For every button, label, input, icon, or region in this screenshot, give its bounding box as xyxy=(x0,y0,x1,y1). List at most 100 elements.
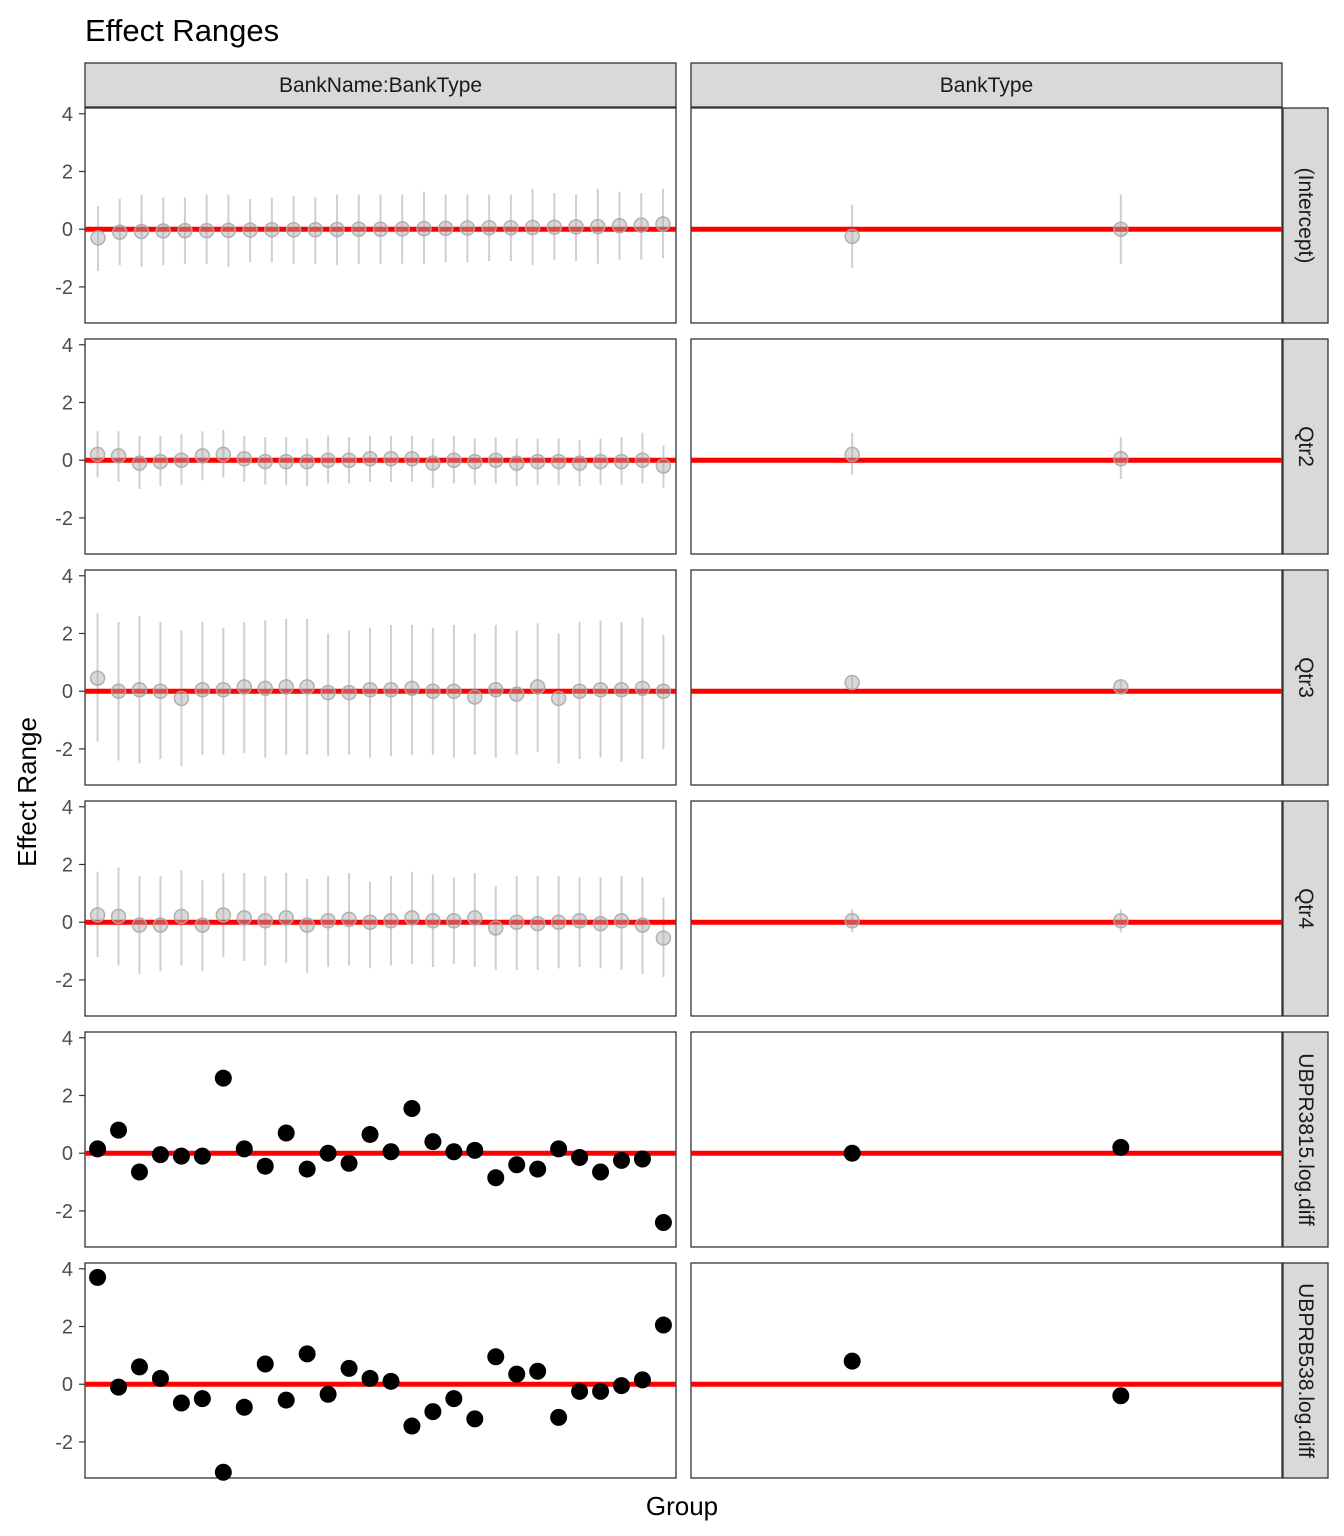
data-point xyxy=(215,682,232,698)
row-strip-intercept xyxy=(1282,107,1329,324)
data-point xyxy=(403,1417,421,1435)
data-point xyxy=(394,221,410,237)
data-point xyxy=(172,1394,190,1412)
data-point xyxy=(151,1369,169,1387)
data-point xyxy=(404,451,420,467)
data-point xyxy=(340,1359,358,1377)
data-point xyxy=(550,1140,568,1158)
data-point xyxy=(285,222,302,238)
data-point xyxy=(320,913,336,929)
data-point xyxy=(152,453,169,470)
data-point xyxy=(844,446,860,463)
panel-bankname-banktype-intercept xyxy=(84,107,677,324)
data-point xyxy=(446,913,462,929)
data-point xyxy=(503,220,519,236)
data-point xyxy=(277,1391,295,1409)
data-point xyxy=(416,220,432,237)
data-point xyxy=(256,1157,274,1175)
panel-frame xyxy=(690,1262,1283,1479)
row-strip-qtr2 xyxy=(1282,338,1329,555)
y-tick-label: 2 xyxy=(62,392,73,414)
column-strip-label: BankName:BankType xyxy=(279,74,482,97)
data-point xyxy=(110,908,127,925)
data-point xyxy=(362,682,378,698)
panel-frame xyxy=(690,107,1283,324)
data-point xyxy=(89,670,106,686)
panel-frame xyxy=(84,338,677,555)
panel-bankname-banktype-qtr4 xyxy=(84,800,677,1017)
data-point xyxy=(341,684,357,701)
data-point xyxy=(1113,679,1129,695)
data-point xyxy=(655,458,672,474)
data-point xyxy=(173,452,190,468)
y-tick-label: 4 xyxy=(62,797,73,819)
panel-frame xyxy=(84,1031,677,1248)
data-point xyxy=(529,453,546,470)
data-point xyxy=(130,1163,148,1181)
data-point xyxy=(1112,1138,1130,1156)
data-point xyxy=(529,1160,547,1178)
data-point xyxy=(89,1268,107,1286)
data-point xyxy=(445,1143,463,1161)
data-point xyxy=(571,1149,589,1167)
data-point xyxy=(633,217,649,233)
y-tick-label: 2 xyxy=(62,1316,73,1338)
data-point xyxy=(843,1144,861,1162)
data-point xyxy=(278,453,294,470)
y-tick-label: 2 xyxy=(62,1085,73,1107)
data-point xyxy=(529,679,546,695)
data-point xyxy=(571,1382,589,1400)
data-point xyxy=(194,448,211,464)
y-tick-label: -2 xyxy=(55,508,73,530)
row-strip-label: (Intercept) xyxy=(1294,168,1317,264)
panel-banktype-ubpr3815-log-diff xyxy=(690,1031,1283,1248)
data-point xyxy=(508,1365,526,1383)
data-point xyxy=(257,453,273,470)
data-point xyxy=(362,451,378,467)
row-strip-label: Qtr3 xyxy=(1294,657,1317,698)
data-point xyxy=(654,1213,672,1231)
data-point xyxy=(152,917,169,933)
data-point xyxy=(242,222,258,238)
data-point xyxy=(633,1150,651,1168)
data-point xyxy=(571,455,588,471)
data-point xyxy=(257,680,273,697)
y-tick-label: 2 xyxy=(62,854,73,876)
data-point xyxy=(592,1382,610,1400)
data-point xyxy=(467,910,483,926)
data-point xyxy=(215,446,232,463)
y-tick-label: 4 xyxy=(62,335,73,357)
panel-banktype-qtr4 xyxy=(690,800,1283,1017)
data-point xyxy=(613,1377,631,1395)
data-point xyxy=(278,910,294,926)
data-point xyxy=(152,683,169,699)
data-point xyxy=(425,455,441,471)
data-point xyxy=(112,224,128,240)
data-point xyxy=(110,1378,128,1396)
y-tick-label: -2 xyxy=(55,739,73,761)
data-point xyxy=(459,220,476,236)
data-point xyxy=(508,1156,526,1174)
data-point xyxy=(425,683,441,699)
data-point xyxy=(278,679,294,695)
y-tick-label: 4 xyxy=(62,1259,73,1281)
column-strip-bankname-banktype xyxy=(84,62,677,108)
data-point xyxy=(508,455,525,471)
data-point xyxy=(529,1362,547,1380)
data-point xyxy=(90,230,106,246)
data-point xyxy=(320,452,336,468)
data-point xyxy=(382,1372,400,1390)
y-tick-label: 0 xyxy=(62,681,73,703)
data-point xyxy=(571,913,588,929)
data-point xyxy=(488,920,504,936)
data-point xyxy=(307,222,324,238)
data-point xyxy=(844,674,860,691)
panel-bankname-banktype-qtr3 xyxy=(84,569,677,786)
row-strip-label: Qtr2 xyxy=(1294,426,1317,467)
data-point xyxy=(214,1069,232,1087)
data-point xyxy=(194,682,211,698)
data-point xyxy=(110,683,127,699)
data-point xyxy=(173,908,190,925)
data-point xyxy=(466,1410,484,1428)
data-point xyxy=(172,1147,190,1165)
